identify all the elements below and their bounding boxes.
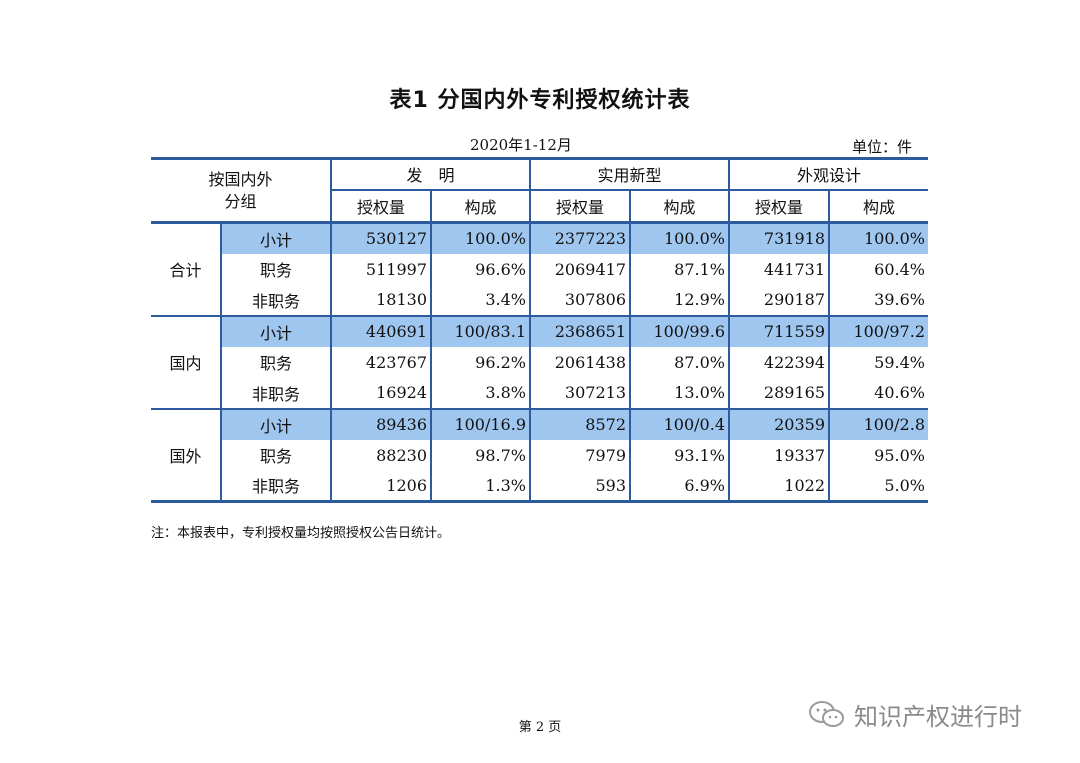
grant-count-cell: 307806 xyxy=(529,284,631,316)
grant-count-cell: 1206 xyxy=(330,470,432,503)
section-label: 国外 xyxy=(151,407,222,503)
grant-count-cell: 2069417 xyxy=(529,253,631,285)
share-cell: 100/97.2 xyxy=(828,314,928,347)
share-cell: 100/83.1 xyxy=(430,314,531,347)
watermark: 知识产权进行时 xyxy=(808,697,1022,732)
section-label: 国内 xyxy=(151,314,222,409)
grant-count-cell: 19337 xyxy=(728,439,830,471)
share-cell: 100/2.8 xyxy=(828,407,928,440)
row-label: 职务 xyxy=(220,439,332,471)
grant-count-cell: 530127 xyxy=(330,221,432,254)
grant-count-cell: 711559 xyxy=(728,314,830,347)
share-cell: 100/99.6 xyxy=(629,314,730,347)
corner-header: 按国内外 分组 xyxy=(151,157,332,223)
share-cell: 100.0% xyxy=(430,221,531,254)
share-cell: 100.0% xyxy=(828,221,928,254)
table-row: 非职务 18130 3.4% 307806 12.9% 290187 39.6% xyxy=(151,284,928,316)
share-cell: 3.8% xyxy=(430,377,531,409)
sub-header-count: 授权量 xyxy=(330,188,432,223)
row-label: 小计 xyxy=(220,407,332,440)
corner-line-1: 按国内外 xyxy=(208,169,273,189)
table-body: 合计 小计 530127 100.0% 2377223 100.0% 731918 100.0… xyxy=(151,221,928,503)
row-label: 非职务 xyxy=(220,470,332,503)
period-label: 2020年1-12月 xyxy=(470,136,572,154)
grant-count-cell: 20359 xyxy=(728,407,830,440)
table-row: 非职务 1206 1.3% 593 6.9% 1022 5.0% xyxy=(151,470,928,503)
sub-header-share: 构成 xyxy=(629,188,730,223)
row-label: 小计 xyxy=(220,221,332,254)
grant-count-cell: 423767 xyxy=(330,346,432,378)
share-cell: 95.0% xyxy=(828,439,928,471)
grant-count-cell: 8572 xyxy=(529,407,631,440)
share-cell: 60.4% xyxy=(828,253,928,285)
row-label: 非职务 xyxy=(220,377,332,409)
share-cell: 87.1% xyxy=(629,253,730,285)
share-cell: 1.3% xyxy=(430,470,531,503)
grant-count-cell: 88230 xyxy=(330,439,432,471)
share-cell: 100/0.4 xyxy=(629,407,730,440)
table-row: 职务 511997 96.6% 2069417 87.1% 441731 60.4% xyxy=(151,253,928,285)
unit-label: 单位：件 xyxy=(852,138,913,156)
share-cell: 100/16.9 xyxy=(430,407,531,440)
grant-count-cell: 441731 xyxy=(728,253,830,285)
group-header-utility-model: 实用新型 xyxy=(529,157,730,190)
row-label: 职务 xyxy=(220,253,332,285)
group-header-invention: 发 明 xyxy=(330,157,531,190)
grant-count-cell: 16924 xyxy=(330,377,432,409)
sub-header-share: 构成 xyxy=(430,188,531,223)
grant-count-cell: 289165 xyxy=(728,377,830,409)
grant-count-cell: 18130 xyxy=(330,284,432,316)
share-cell: 93.1% xyxy=(629,439,730,471)
share-cell: 6.9% xyxy=(629,470,730,503)
sub-header-share: 构成 xyxy=(828,188,928,223)
share-cell: 12.9% xyxy=(629,284,730,316)
row-label: 职务 xyxy=(220,346,332,378)
table-row: 国外 小计 89436 100/16.9 8572 100/0.4 20359 100/2.8 xyxy=(151,407,928,503)
grant-count-cell: 7979 xyxy=(529,439,631,471)
wechat-icon xyxy=(809,700,844,727)
grant-count-cell: 593 xyxy=(529,470,631,503)
grant-count-cell: 731918 xyxy=(728,221,830,254)
sub-header-count: 授权量 xyxy=(728,188,830,223)
table-row: 职务 423767 96.2% 2061438 87.0% 422394 59.4% xyxy=(151,346,928,378)
grant-count-cell: 307213 xyxy=(529,377,631,409)
share-cell: 13.0% xyxy=(629,377,730,409)
grant-count-cell: 422394 xyxy=(728,346,830,378)
share-cell: 39.6% xyxy=(828,284,928,316)
corner-line-2: 分组 xyxy=(224,191,257,211)
table-row: 合计 小计 530127 100.0% 2377223 100.0% 731918 100.0… xyxy=(151,221,928,316)
table-row: 国内 小计 440691 100/83.1 2368651 100/99.6 711559 1… xyxy=(151,314,928,409)
grant-count-cell: 2061438 xyxy=(529,346,631,378)
grant-count-cell: 511997 xyxy=(330,253,432,285)
table-row: 非职务 16924 3.8% 307213 13.0% 289165 40.6% xyxy=(151,377,928,409)
share-cell: 87.0% xyxy=(629,346,730,378)
row-label: 小计 xyxy=(220,314,332,347)
grant-count-cell: 290187 xyxy=(728,284,830,316)
section-label: 合计 xyxy=(151,221,222,316)
share-cell: 40.6% xyxy=(828,377,928,409)
share-cell: 96.6% xyxy=(430,253,531,285)
patent-grant-table: 按国内外 分组 发 明 实用新型 外观设计 授权量 构成 授权量 构成 授权量 … xyxy=(151,157,928,503)
table-title: 表1 分国内外专利授权统计表 xyxy=(389,88,691,113)
grant-count-cell: 89436 xyxy=(330,407,432,440)
grant-count-cell: 2377223 xyxy=(529,221,631,254)
sub-header-count: 授权量 xyxy=(529,188,631,223)
row-label: 非职务 xyxy=(220,284,332,316)
footnote: 注：本报表中，专利授权量均按照授权公告日统计。 xyxy=(151,526,451,541)
grant-count-cell: 440691 xyxy=(330,314,432,347)
grant-count-cell: 2368651 xyxy=(529,314,631,347)
table-row: 职务 88230 98.7% 7979 93.1% 19337 95.0% xyxy=(151,439,928,471)
share-cell: 3.4% xyxy=(430,284,531,316)
share-cell: 100.0% xyxy=(629,221,730,254)
grant-count-cell: 1022 xyxy=(728,470,830,503)
watermark-text: 知识产权进行时 xyxy=(854,703,1022,731)
group-header-design: 外观设计 xyxy=(728,157,928,190)
page-number: 第 2 页 xyxy=(518,720,562,735)
share-cell: 59.4% xyxy=(828,346,928,378)
share-cell: 96.2% xyxy=(430,346,531,378)
share-cell: 5.0% xyxy=(828,470,928,503)
share-cell: 98.7% xyxy=(430,439,531,471)
